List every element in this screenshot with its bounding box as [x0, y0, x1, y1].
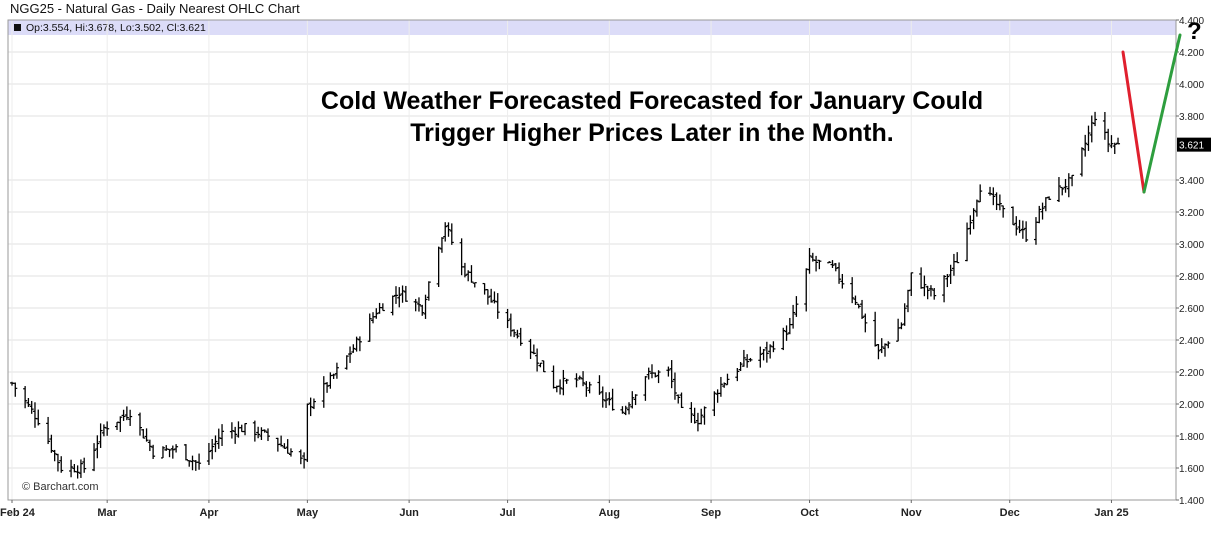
y-tick-label: 4.400 — [1179, 16, 1204, 27]
last-price-label: 3.621 — [1179, 141, 1204, 152]
red-down-arrow — [1121, 50, 1146, 194]
y-tick-label: 1.400 — [1179, 496, 1204, 507]
barchart-watermark: © Barchart.com — [22, 481, 99, 493]
y-axis: 4.400 4.200 4.000 3.800 3.621 3.400 3.200 3.000… — [1176, 16, 1211, 507]
last-price-box — [1177, 137, 1211, 152]
y-tick-label: 1.800 — [1179, 432, 1204, 443]
x-tick-label: Nov — [901, 507, 923, 519]
y-tick-label: 3.400 — [1179, 176, 1204, 187]
x-axis: Feb 24 Mar Apr May Jun Jul Aug Sep Oct Nov Dec Jan … — [0, 500, 1129, 519]
x-tick-label: Mar — [97, 507, 117, 519]
y-tick-label: 2.200 — [1179, 368, 1204, 379]
x-tick-label: Jul — [500, 507, 516, 519]
y-tick-label: 4.000 — [1179, 80, 1204, 91]
question-mark: ? — [1187, 18, 1202, 45]
x-tick-label: May — [297, 507, 319, 519]
chart-title: NGG25 - Natural Gas - Daily Nearest OHLC… — [10, 1, 300, 16]
ohlc-readout: Op:3.554, Hi:3.678, Lo:3.502, Cl:3.621 — [26, 22, 206, 34]
green-up-arrow — [1142, 33, 1182, 194]
y-tick-label: 4.200 — [1179, 48, 1204, 59]
ohlc-bars — [10, 111, 1121, 479]
y-tick-label: 2.800 — [1179, 272, 1204, 283]
x-tick-label: Feb 24 — [0, 507, 36, 519]
header-band — [8, 20, 1176, 35]
x-tick-label: Apr — [199, 507, 219, 519]
y-tick-label: 1.600 — [1179, 464, 1204, 475]
x-tick-label: Jan 25 — [1094, 507, 1128, 519]
y-tick-label: 2.400 — [1179, 336, 1204, 347]
x-tick-label: Sep — [701, 507, 721, 519]
x-tick-label: Dec — [1000, 507, 1020, 519]
y-tick-label: 3.200 — [1179, 208, 1204, 219]
y-tick-label: 2.600 — [1179, 304, 1204, 315]
x-tick-label: Aug — [599, 507, 620, 519]
gridlines — [8, 19, 1176, 501]
x-tick-label: Jun — [399, 507, 419, 519]
y-tick-label: 2.000 — [1179, 400, 1204, 411]
headline-line-1: Cold Weather Forecasted Forecasted for J… — [320, 87, 984, 115]
y-tick-label: 3.800 — [1179, 112, 1204, 123]
headline-line-2: Trigger Higher Prices Later in the Month… — [410, 119, 894, 147]
y-tick-label: 3.000 — [1179, 240, 1204, 251]
legend-swatch — [14, 24, 21, 31]
x-tick-label: Oct — [800, 507, 819, 519]
plot-frame — [7, 19, 1177, 501]
